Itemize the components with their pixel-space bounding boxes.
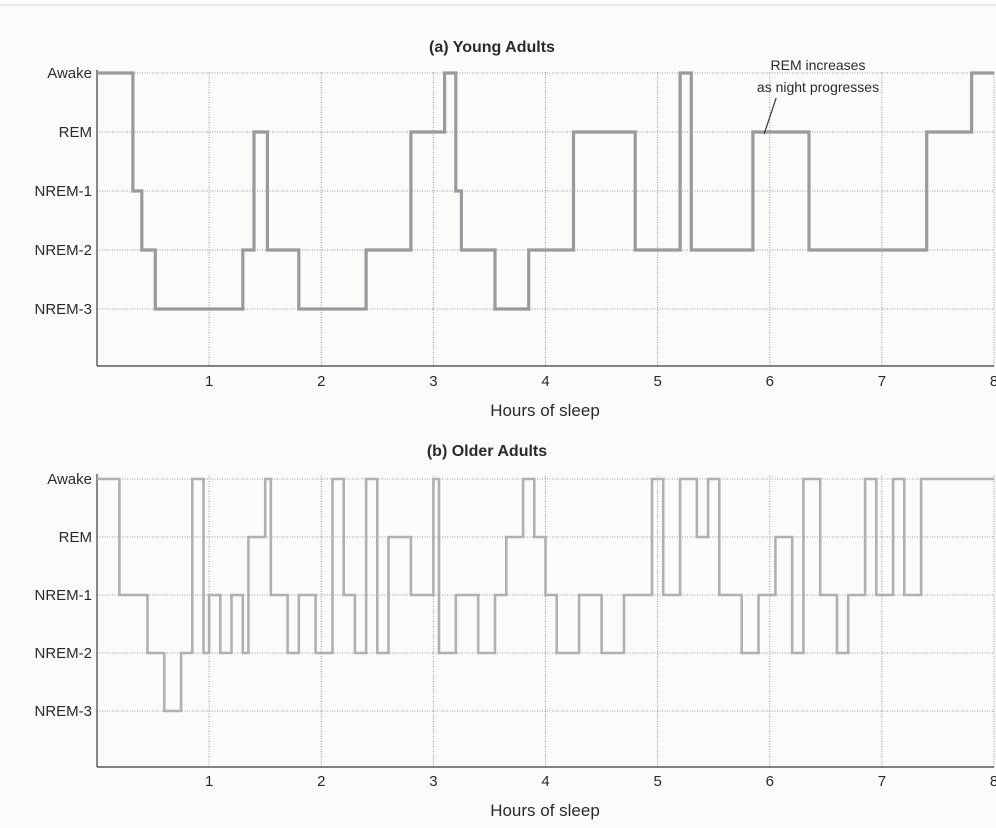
panel-b-hour-label-5: 5 (653, 773, 661, 790)
panel-a-hour-label-4: 4 (541, 373, 549, 390)
panel-a-hour-label-1: 1 (205, 373, 213, 390)
rem-annotation-line-2: as night progresses (757, 79, 879, 95)
panel-a-hypnogram-line (97, 71, 994, 311)
panel-a-stage-label-nrem-1: NREM-1 (34, 183, 92, 200)
panel-a-hour-label-7: 7 (878, 373, 886, 390)
panel-a-hour-ticks: 1 2 3 4 5 6 7 8 (205, 373, 996, 390)
panel-b-hypnogram-line (97, 477, 994, 713)
panel-older-adults: (b) Older Adults Awake REM NREM-1 NREM-2 NRE… (34, 443, 996, 820)
panel-a-hour-label-2: 2 (317, 373, 325, 390)
panel-a-stage-label-awake: Awake (47, 65, 92, 82)
rem-annotation-pointer (763, 97, 777, 135)
panel-b-hour-label-7: 7 (878, 773, 886, 790)
panel-a-hour-label-3: 3 (429, 373, 437, 390)
panel-a-hour-label-6: 6 (766, 373, 774, 390)
panel-b-hour-label-8: 8 (990, 773, 996, 790)
panel-b-stage-label-nrem-3: NREM-3 (34, 703, 92, 720)
panel-b-stage-label-nrem-1: NREM-1 (34, 587, 92, 604)
panel-b-hour-label-6: 6 (766, 773, 774, 790)
panel-b-stage-label-awake: Awake (47, 471, 92, 488)
panel-a-grid (96, 70, 995, 367)
panel-b-hour-label-1: 1 (205, 773, 213, 790)
panel-b-stage-label-nrem-2: NREM-2 (34, 645, 92, 662)
panel-a-stage-label-nrem-2: NREM-2 (34, 242, 92, 259)
panel-a-x-axis-title: Hours of sleep (490, 401, 600, 420)
panel-b-hour-label-4: 4 (541, 773, 549, 790)
panel-b-stage-label-rem: REM (59, 529, 92, 546)
panel-a-stage-label-nrem-3: NREM-3 (34, 301, 92, 318)
panel-a-title: (a) Young Adults (429, 39, 555, 56)
panel-b-hour-ticks: 1 2 3 4 5 6 7 8 (205, 773, 996, 790)
panel-a-hour-label-8: 8 (990, 373, 996, 390)
panel-b-stage-labels: Awake REM NREM-1 NREM-2 NREM-3 (34, 471, 92, 720)
panel-a-stage-labels: Awake REM NREM-1 NREM-2 NREM-3 (34, 65, 92, 318)
panel-b-hour-label-2: 2 (317, 773, 325, 790)
panel-b-x-axis-title: Hours of sleep (490, 801, 600, 820)
panel-young-adults: (a) Young Adults Awake REM NREM-1 NREM-2 NRE… (34, 39, 996, 420)
rem-annotation-line-1: REM increases (771, 57, 866, 73)
panel-a-stage-label-rem: REM (59, 124, 92, 141)
panel-b-grid (96, 474, 995, 768)
panel-b-title: (b) Older Adults (427, 443, 547, 460)
panel-b-hour-label-3: 3 (429, 773, 437, 790)
panel-a-hour-label-5: 5 (653, 373, 661, 390)
